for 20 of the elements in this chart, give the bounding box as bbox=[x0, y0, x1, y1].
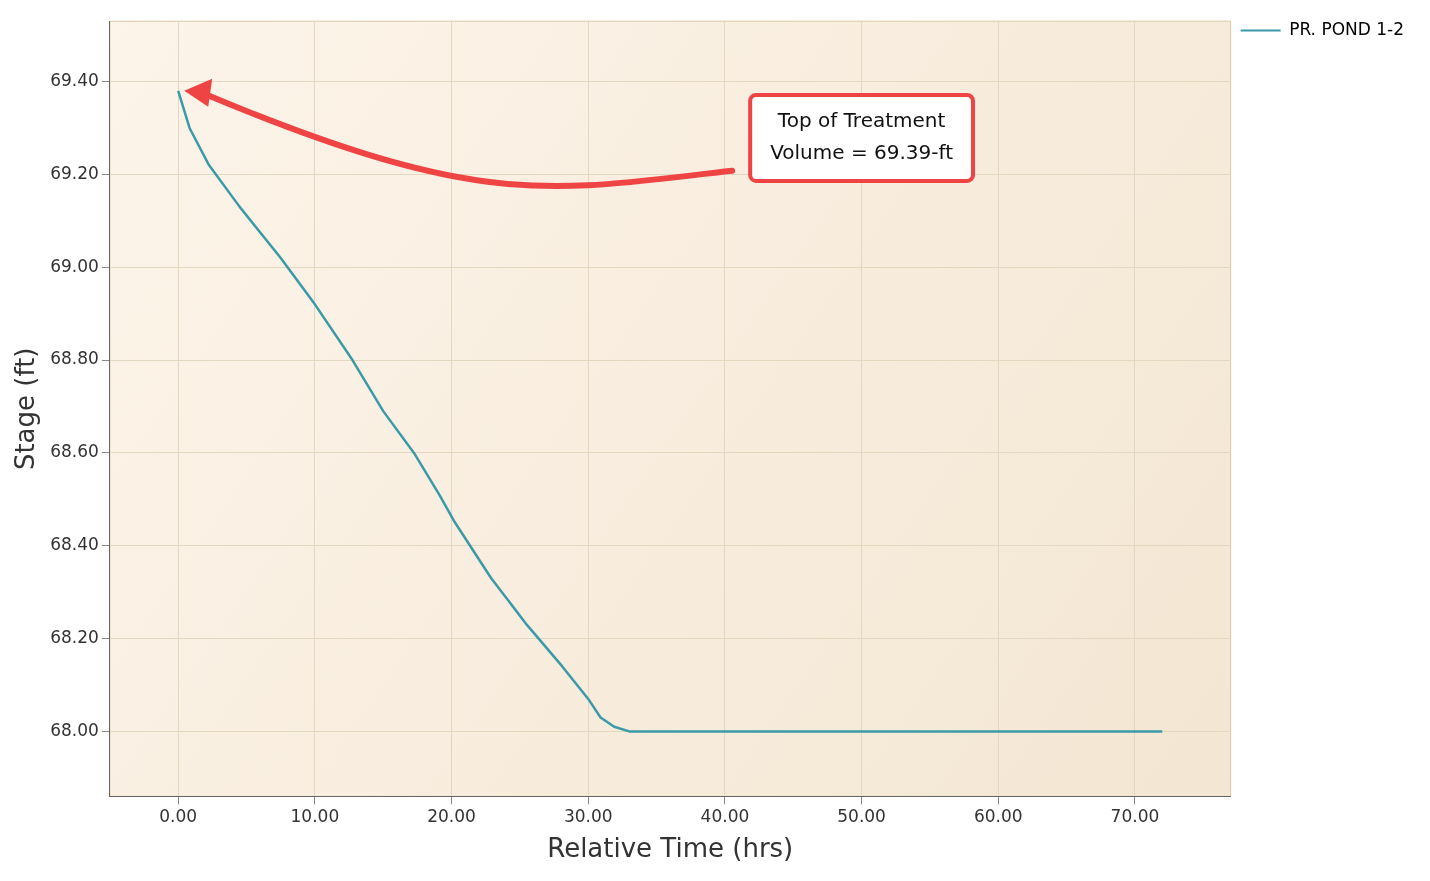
y-axis-title: Stage (ft) bbox=[10, 347, 41, 471]
y-tick-label: 68.60 bbox=[50, 441, 99, 462]
y-tick-label: 68.00 bbox=[50, 719, 99, 740]
y-tick-label: 69.40 bbox=[50, 69, 99, 90]
x-tick-label: 50.00 bbox=[837, 806, 886, 827]
x-tick-label: 10.00 bbox=[290, 806, 340, 827]
x-tick-label: 0.00 bbox=[159, 806, 198, 827]
x-axis-title: Relative Time (hrs) bbox=[547, 833, 794, 864]
x-tick-label: 20.00 bbox=[427, 806, 476, 827]
x-tick-label: 40.00 bbox=[700, 806, 750, 827]
annotation: Top of Treatment Volume = 69.39-ft bbox=[770, 108, 954, 165]
y-tick-label: 69.20 bbox=[50, 162, 99, 183]
y-tick-label: 69.00 bbox=[50, 255, 99, 276]
legend-label: PR. POND 1-2 bbox=[1289, 18, 1404, 39]
y-tick-label: 68.40 bbox=[50, 534, 99, 555]
x-tick-label: 60.00 bbox=[973, 806, 1023, 827]
x-tick-label: 30.00 bbox=[563, 806, 613, 827]
y-tick-label: 68.20 bbox=[50, 627, 99, 647]
x-tick-label: 70.00 bbox=[1110, 806, 1160, 827]
y-tick-label: 68.80 bbox=[50, 348, 99, 369]
